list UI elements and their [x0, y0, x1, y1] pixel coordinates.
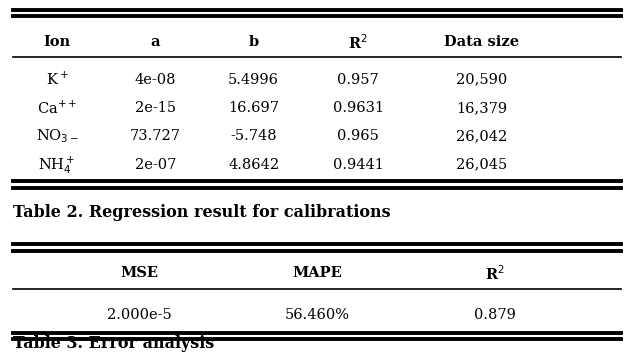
- Text: 2e-07: 2e-07: [134, 158, 176, 172]
- Text: MSE: MSE: [120, 266, 158, 280]
- Text: 0.9441: 0.9441: [333, 158, 384, 172]
- Text: Table 3. Error analysis: Table 3. Error analysis: [13, 335, 214, 352]
- Text: 20,590: 20,590: [456, 73, 507, 87]
- Text: 73.727: 73.727: [130, 129, 181, 143]
- Text: 0.879: 0.879: [474, 308, 515, 322]
- Text: a: a: [151, 35, 160, 50]
- Text: Ca$^{++}$: Ca$^{++}$: [37, 99, 77, 116]
- Text: 26,042: 26,042: [456, 129, 507, 143]
- Text: R$^2$: R$^2$: [484, 264, 505, 282]
- Text: 2e-15: 2e-15: [135, 101, 176, 115]
- Text: 5.4996: 5.4996: [228, 73, 279, 87]
- Text: R$^2$: R$^2$: [348, 33, 368, 52]
- Text: b: b: [249, 35, 259, 50]
- Text: 2.000e-5: 2.000e-5: [107, 308, 172, 322]
- Text: Ion: Ion: [44, 35, 70, 50]
- Text: NO$_{3-}$: NO$_{3-}$: [36, 127, 79, 145]
- Text: 4e-08: 4e-08: [134, 73, 176, 87]
- Text: 26,045: 26,045: [456, 158, 507, 172]
- Text: Table 2. Regression result for calibrations: Table 2. Regression result for calibrati…: [13, 204, 391, 221]
- Text: 0.957: 0.957: [337, 73, 379, 87]
- Text: 16.697: 16.697: [228, 101, 279, 115]
- Text: Data size: Data size: [444, 35, 519, 50]
- Text: -5.748: -5.748: [230, 129, 277, 143]
- Text: NH$_4^+$: NH$_4^+$: [39, 154, 75, 176]
- Text: 16,379: 16,379: [456, 101, 507, 115]
- Text: 0.965: 0.965: [337, 129, 379, 143]
- Text: 56.460%: 56.460%: [285, 308, 349, 322]
- Text: 4.8642: 4.8642: [228, 158, 279, 172]
- Text: MAPE: MAPE: [292, 266, 342, 280]
- Text: 0.9631: 0.9631: [333, 101, 384, 115]
- Text: K$^+$: K$^+$: [46, 71, 68, 88]
